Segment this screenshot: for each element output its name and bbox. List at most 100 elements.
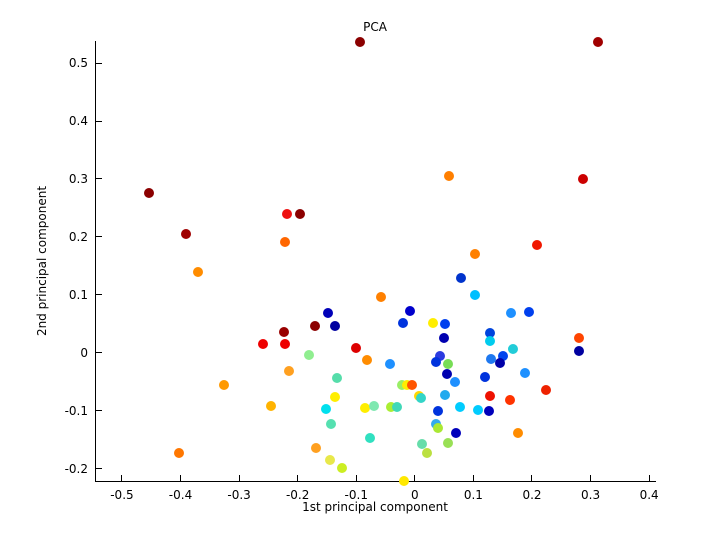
scatter-point: [432, 423, 443, 434]
x-tick-label: -0.4: [168, 488, 193, 502]
scatter-point: [484, 335, 495, 346]
scatter-point: [355, 36, 366, 47]
scatter-point: [577, 173, 588, 184]
scatter-point: [485, 328, 496, 339]
x-tick-label: -0.3: [227, 488, 251, 502]
x-tick: [590, 475, 592, 481]
scatter-point: [360, 402, 371, 413]
scatter-point: [485, 354, 496, 365]
x-tick: [355, 475, 357, 481]
y-tick: [96, 352, 102, 354]
scatter-point: [369, 401, 380, 412]
scatter-point: [498, 350, 509, 361]
scatter-point: [593, 36, 604, 47]
scatter-point: [439, 332, 450, 343]
scatter-point: [519, 367, 530, 378]
scatter-point: [336, 463, 347, 474]
y-tick-label: 0.1: [68, 287, 88, 302]
x-tick: [472, 475, 474, 481]
scatter-point: [451, 428, 462, 439]
scatter-point: [174, 448, 185, 459]
scatter-point: [506, 307, 517, 318]
y-tick-label: 0.4: [68, 114, 88, 128]
x-axis-line: [95, 481, 656, 482]
scatter-point: [397, 318, 408, 329]
scatter-point: [442, 368, 453, 379]
x-tick-label: -0.1: [344, 488, 368, 502]
scatter-point: [432, 405, 443, 416]
scatter-point: [326, 419, 337, 430]
scatter-point: [435, 350, 446, 361]
scatter-point: [384, 358, 395, 369]
scatter-point: [365, 433, 376, 444]
x-tick: [238, 475, 240, 481]
scatter-point: [396, 380, 407, 391]
x-tick: [648, 475, 650, 481]
x-tick: [414, 475, 416, 481]
scatter-point: [524, 307, 535, 318]
y-tick: [96, 294, 102, 296]
scatter-point: [480, 372, 491, 383]
scatter-point: [280, 339, 291, 350]
scatter-point: [507, 343, 518, 354]
y-tick-label: 0.2: [68, 229, 88, 244]
scatter-point: [470, 248, 481, 259]
scatter-point: [219, 379, 230, 390]
scatter-point: [309, 320, 320, 331]
y-tick: [96, 468, 102, 470]
scatter-point: [180, 229, 191, 240]
scatter-point: [454, 401, 465, 412]
scatter-point: [416, 392, 427, 403]
x-tick: [180, 475, 182, 481]
scatter-point: [494, 358, 505, 369]
x-tick-label: 0.3: [581, 488, 601, 502]
scatter-point: [574, 345, 585, 356]
scatter-point: [440, 389, 451, 400]
y-tick: [96, 62, 102, 64]
scatter-point: [376, 291, 387, 302]
y-tick-label: -0.1: [64, 403, 88, 418]
scatter-point: [455, 273, 466, 284]
scatter-point: [512, 428, 523, 439]
scatter-point: [405, 306, 416, 317]
scatter-point: [392, 402, 403, 413]
scatter-point: [362, 354, 373, 365]
x-tick-label: -0.2: [285, 488, 310, 502]
x-tick-label: 0.2: [522, 488, 542, 502]
y-tick: [96, 120, 102, 122]
y-tick: [96, 410, 102, 412]
scatter-point: [324, 455, 335, 466]
plot-title: PCA: [363, 20, 387, 34]
scatter-point: [406, 379, 417, 390]
scatter-point: [331, 372, 342, 383]
scatter-point: [444, 171, 455, 182]
y-axis-label: 2nd principal component: [35, 185, 49, 337]
scatter-point: [386, 402, 397, 413]
x-tick-label: 0.1: [463, 488, 483, 502]
x-tick: [297, 475, 299, 481]
scatter-point: [484, 406, 495, 417]
scatter-point: [282, 208, 293, 219]
scatter-point: [144, 188, 155, 199]
scatter-point: [473, 404, 484, 415]
scatter-point: [284, 365, 295, 376]
x-axis-label: 1st principal component: [302, 500, 448, 514]
x-tick-label: 0: [411, 488, 419, 502]
scatter-point: [330, 320, 341, 331]
scatter-point: [484, 390, 495, 401]
y-axis-line: [95, 41, 96, 482]
scatter-point: [323, 308, 334, 319]
scatter-point: [330, 391, 341, 402]
scatter-point: [280, 237, 291, 248]
scatter-point: [442, 359, 453, 370]
scatter-point: [430, 356, 441, 367]
x-tick-label: -0.5: [110, 488, 134, 502]
scatter-point: [321, 404, 332, 415]
scatter-point: [427, 318, 438, 329]
scatter-point: [416, 439, 427, 450]
scatter-point: [449, 376, 460, 387]
x-tick: [121, 475, 123, 481]
scatter-point: [295, 209, 306, 220]
scatter-point: [279, 327, 290, 337]
